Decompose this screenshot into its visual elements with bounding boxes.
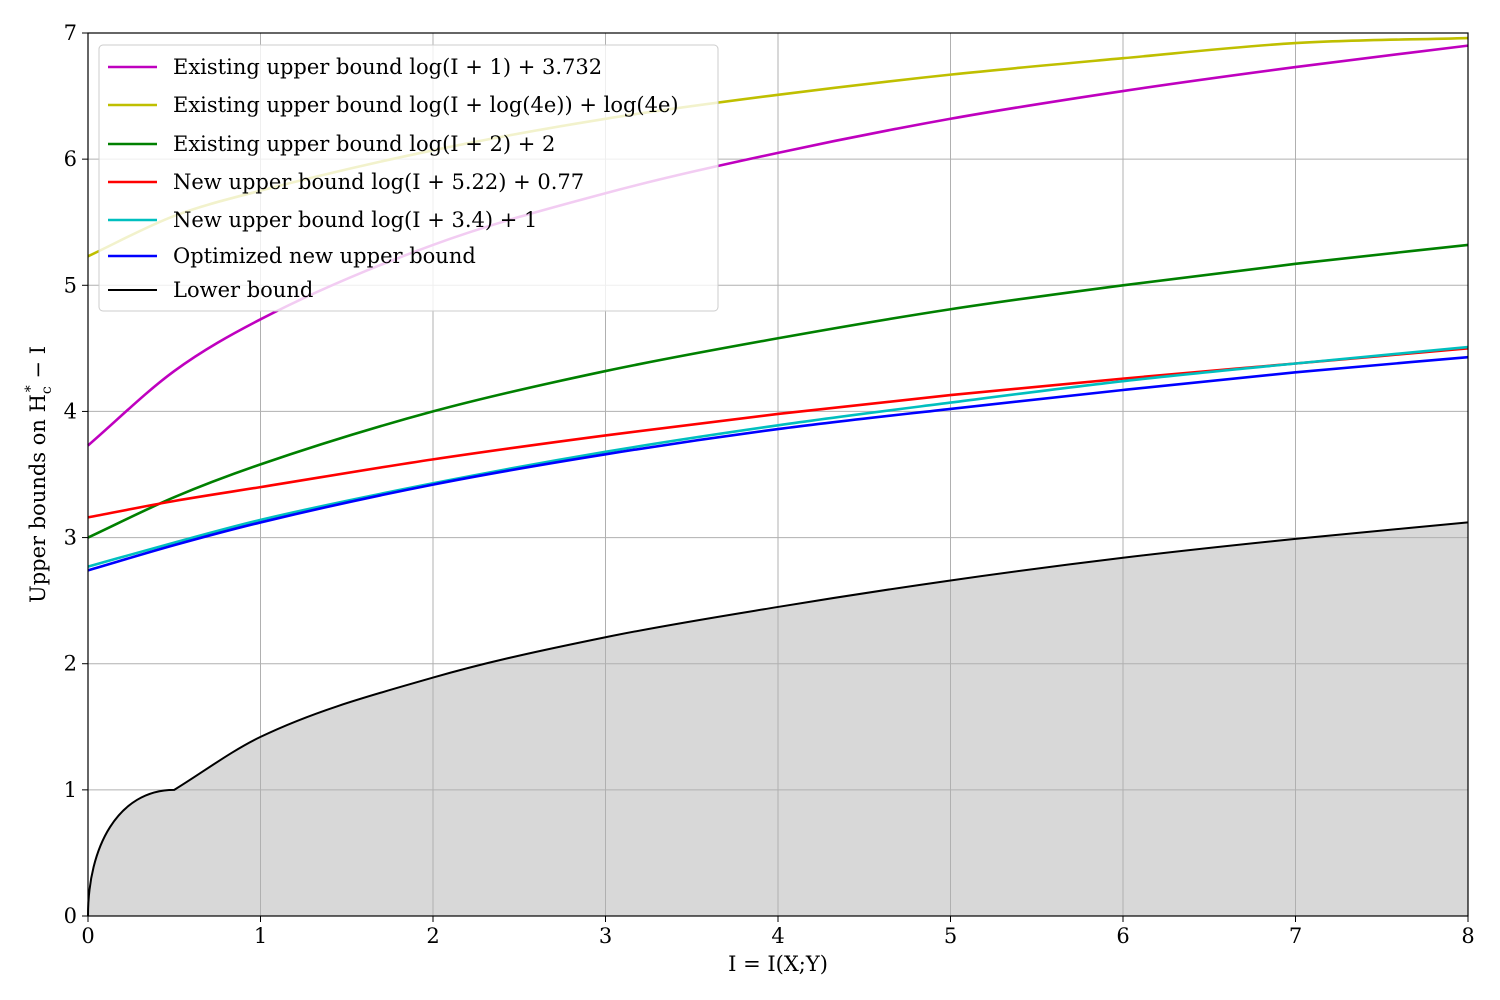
series-line-lower-bound bbox=[87, 521, 1469, 917]
legend: Existing upper bound log(I + 1) + 3.732 E… bbox=[98, 44, 719, 312]
legend-label: New upper bound log(I + 5.22) + 0.77 bbox=[173, 170, 584, 194]
legend-label: Lower bound bbox=[173, 278, 313, 302]
y-axis-ticks: 0 1 2 3 4 5 6 7 bbox=[64, 21, 88, 928]
x-tick-label: 4 bbox=[771, 924, 784, 948]
y-tick-label: 7 bbox=[64, 21, 77, 45]
x-tick-label: 1 bbox=[254, 924, 267, 948]
legend-label: Optimized new upper bound bbox=[173, 244, 476, 268]
x-tick-label: 3 bbox=[599, 924, 612, 948]
x-axis-label: I = I(X;Y) bbox=[728, 952, 828, 976]
y-tick-label: 1 bbox=[64, 778, 77, 802]
y-tick-label: 3 bbox=[64, 526, 77, 550]
legend-label: New upper bound log(I + 3.4) + 1 bbox=[173, 208, 537, 232]
series-line-existing-upper-bound-log-i-1-3-732 bbox=[87, 44, 1469, 447]
x-tick-label: 6 bbox=[1116, 924, 1129, 948]
y-axis-label: Upper bounds on Hc* − I bbox=[23, 346, 55, 603]
series-layer bbox=[87, 36, 1469, 917]
y-tick-label: 0 bbox=[64, 904, 77, 928]
y-axis-label-sup: * bbox=[23, 385, 39, 392]
y-tick-label: 4 bbox=[64, 399, 77, 423]
series-line-optimized-new-upper-bound bbox=[87, 355, 1469, 572]
legend-box bbox=[98, 44, 719, 312]
x-tick-label: 7 bbox=[1289, 924, 1302, 948]
y-tick-label: 5 bbox=[64, 273, 77, 297]
y-axis-label-main: Upper bounds on H bbox=[26, 394, 50, 603]
y-axis-label-suffix: − I bbox=[26, 346, 50, 385]
y-axis-label-sub: c bbox=[39, 386, 55, 394]
series-line-existing-upper-bound-log-i-2-2 bbox=[87, 243, 1469, 539]
legend-label: Existing upper bound log(I + log(4e)) + … bbox=[173, 93, 679, 117]
y-tick-label: 2 bbox=[64, 652, 77, 676]
legend-label: Existing upper bound log(I + 2) + 2 bbox=[173, 132, 555, 156]
x-tick-label: 0 bbox=[81, 924, 94, 948]
x-tick-label: 8 bbox=[1461, 924, 1474, 948]
legend-label: Existing upper bound log(I + 1) + 3.732 bbox=[173, 55, 602, 79]
x-tick-label: 2 bbox=[426, 924, 439, 948]
y-tick-label: 6 bbox=[64, 147, 77, 171]
x-tick-label: 5 bbox=[944, 924, 957, 948]
x-axis-ticks: 0 1 2 3 4 5 6 7 8 bbox=[81, 916, 1475, 948]
series-line-new-upper-bound-log-i-3-4-1 bbox=[87, 345, 1469, 568]
